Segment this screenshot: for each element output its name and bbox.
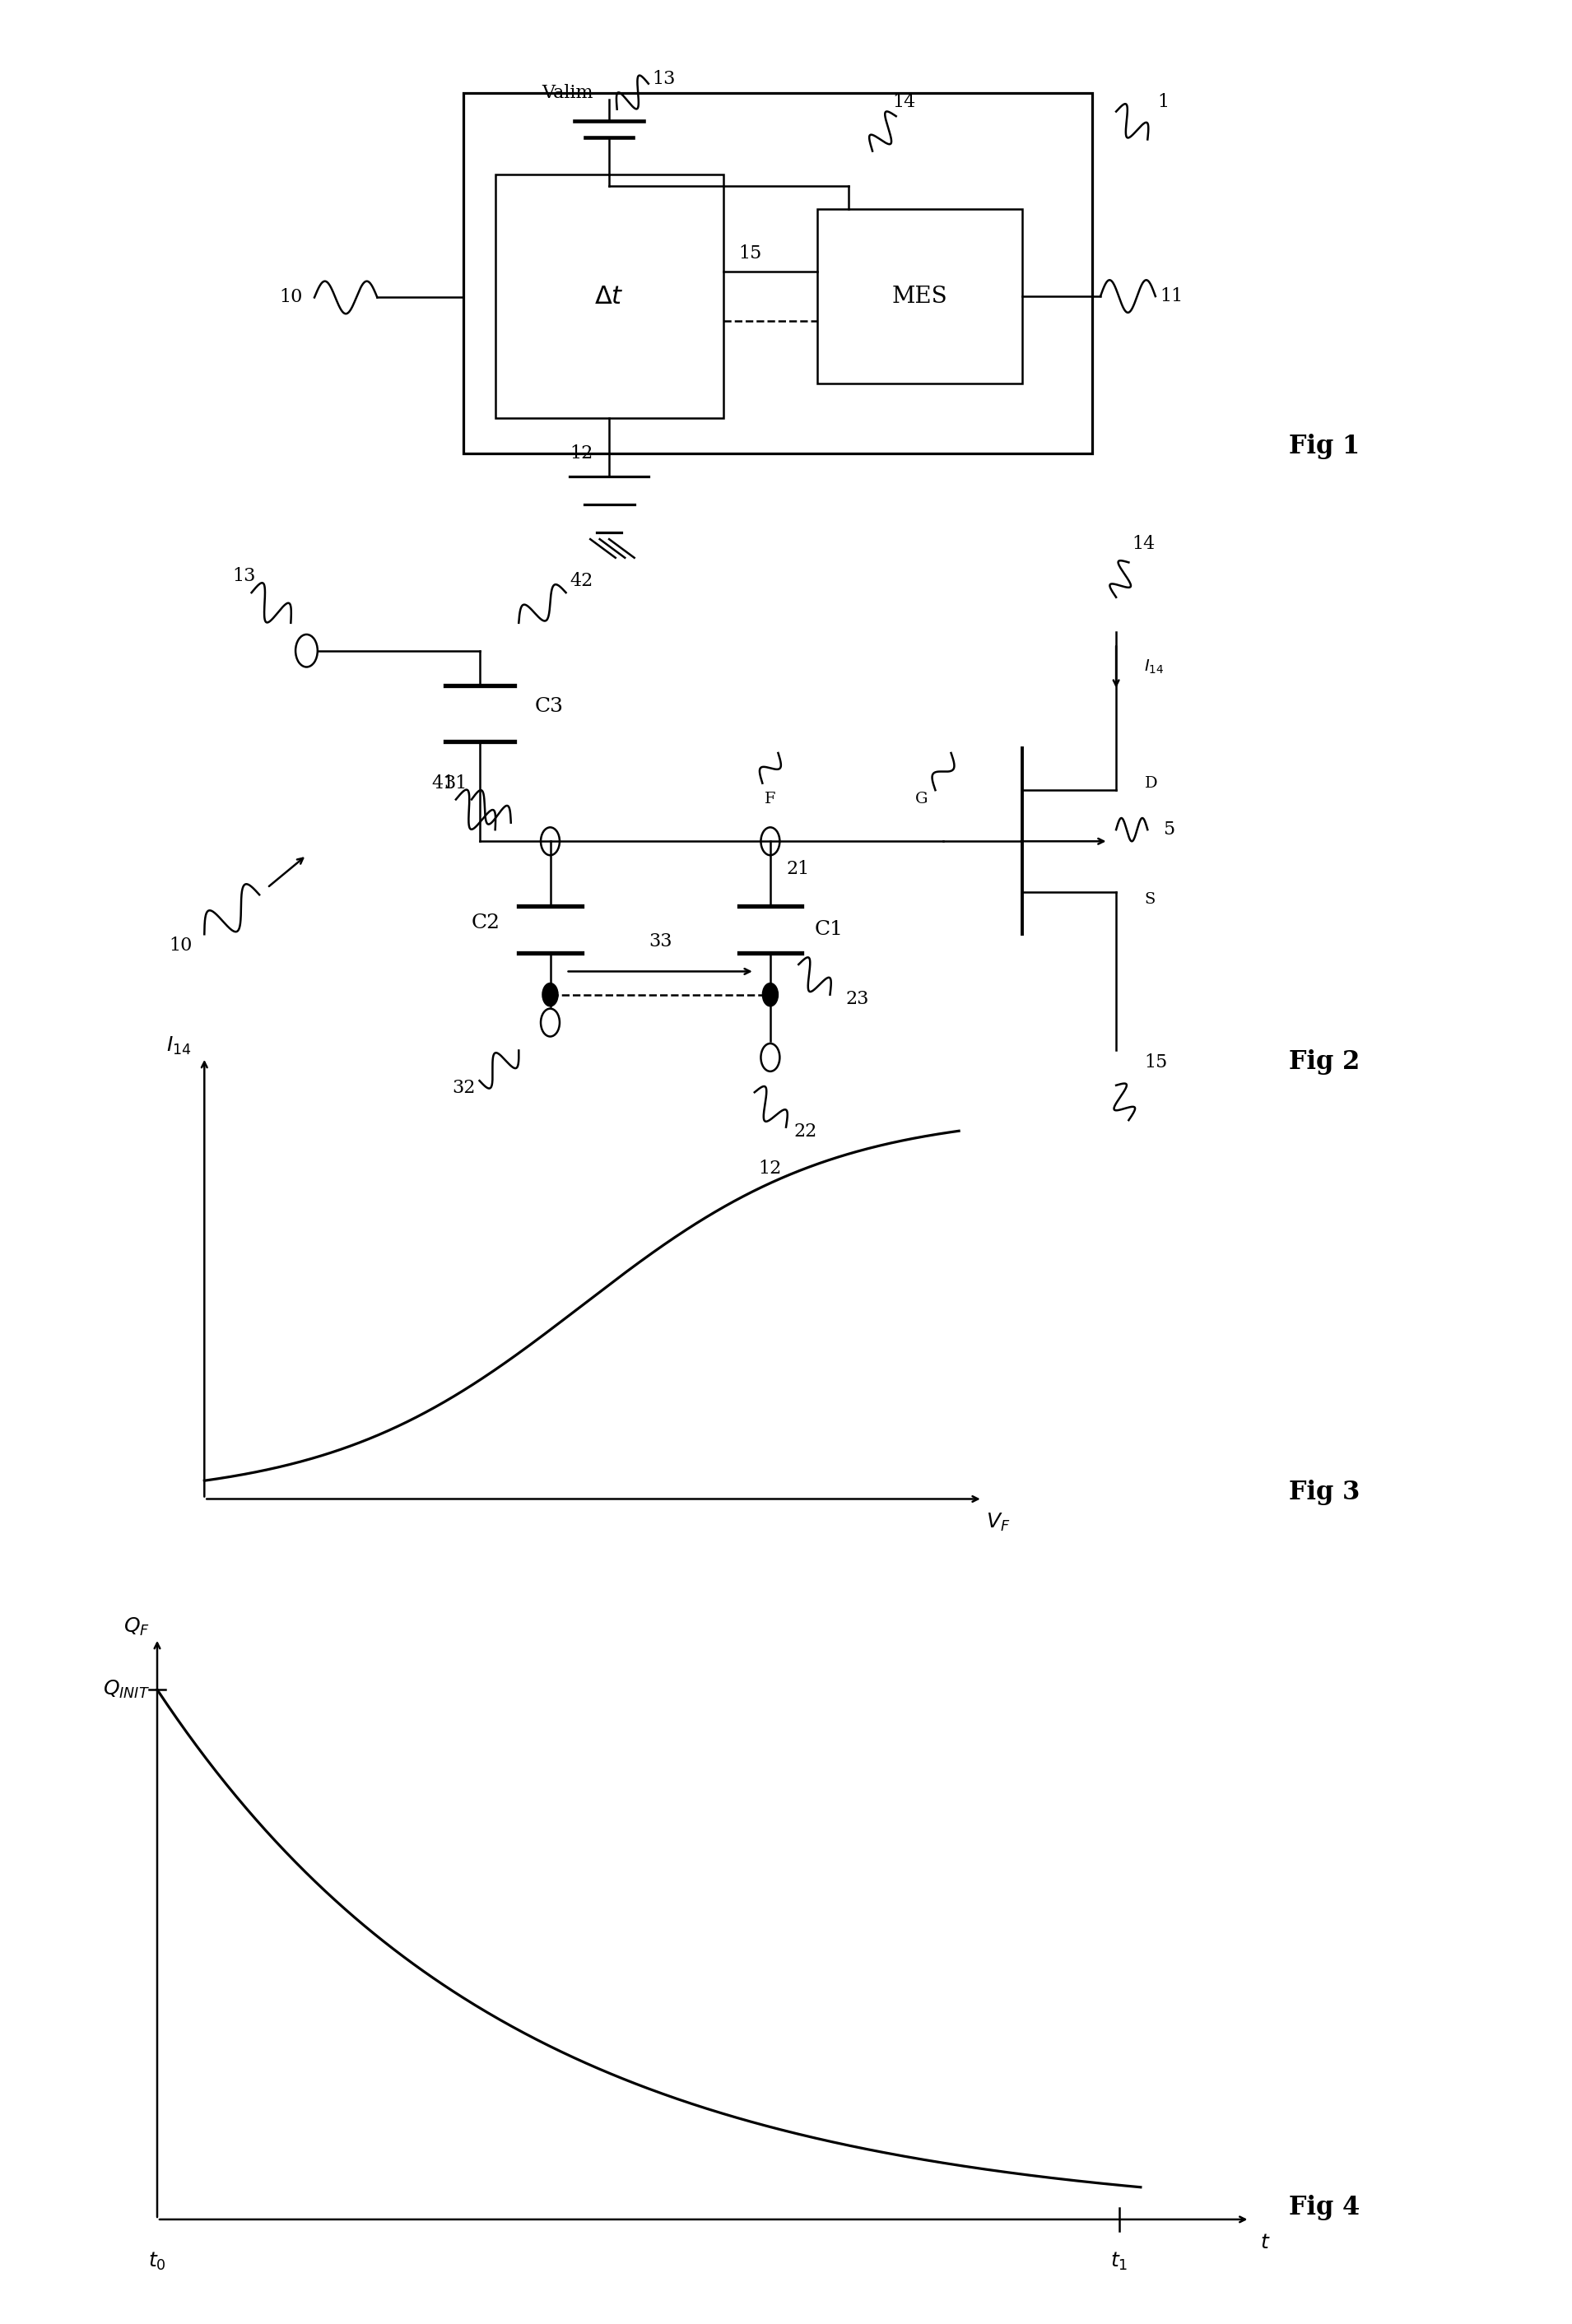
Text: F: F: [764, 792, 777, 806]
Text: $I_{14}$: $I_{14}$: [1144, 658, 1165, 676]
Text: $V_F$: $V_F$: [986, 1511, 1011, 1534]
Text: 42: 42: [571, 572, 593, 590]
Text: 10: 10: [280, 288, 302, 307]
Text: 12: 12: [571, 444, 594, 462]
Text: 14: 14: [1132, 535, 1155, 553]
Text: 21: 21: [786, 860, 810, 878]
Text: D: D: [1144, 776, 1157, 790]
Text: $Q_F$: $Q_F$: [123, 1615, 149, 1638]
Text: 32: 32: [453, 1078, 475, 1097]
Text: C1: C1: [814, 920, 843, 939]
Text: 13: 13: [652, 70, 676, 88]
Text: 15: 15: [739, 244, 762, 263]
Text: $t$: $t$: [1261, 2233, 1270, 2252]
Text: $Q_{INIT}$: $Q_{INIT}$: [102, 1678, 149, 1701]
Text: C3: C3: [534, 697, 563, 716]
Text: G: G: [915, 792, 927, 806]
Text: 22: 22: [794, 1122, 817, 1141]
Text: 11: 11: [1160, 288, 1182, 304]
Circle shape: [542, 983, 558, 1006]
Text: Valim: Valim: [542, 84, 594, 102]
Text: 13: 13: [233, 567, 255, 586]
Text: Fig 4: Fig 4: [1289, 2196, 1360, 2219]
Text: Fig 2: Fig 2: [1289, 1050, 1360, 1074]
Text: 1: 1: [1157, 93, 1170, 112]
Text: 14: 14: [893, 93, 915, 112]
Circle shape: [762, 983, 778, 1006]
Text: 33: 33: [649, 932, 671, 951]
Text: 31: 31: [445, 774, 467, 792]
Text: $I_{14}$: $I_{14}$: [167, 1034, 192, 1057]
Text: 10: 10: [170, 937, 192, 955]
Text: 15: 15: [1144, 1053, 1168, 1071]
Text: Fig 3: Fig 3: [1289, 1480, 1360, 1504]
Text: 41: 41: [432, 774, 454, 792]
Text: 12: 12: [759, 1160, 781, 1178]
Text: $t_1$: $t_1$: [1110, 2250, 1129, 2273]
Text: C2: C2: [472, 913, 500, 932]
Text: 23: 23: [846, 990, 869, 1009]
Text: $\Delta t$: $\Delta t$: [594, 284, 624, 309]
Text: Fig 1: Fig 1: [1289, 435, 1360, 458]
Text: 5: 5: [1163, 820, 1174, 839]
Text: MES: MES: [891, 286, 948, 307]
Text: S: S: [1144, 892, 1155, 906]
Text: $t_0$: $t_0$: [148, 2250, 167, 2273]
